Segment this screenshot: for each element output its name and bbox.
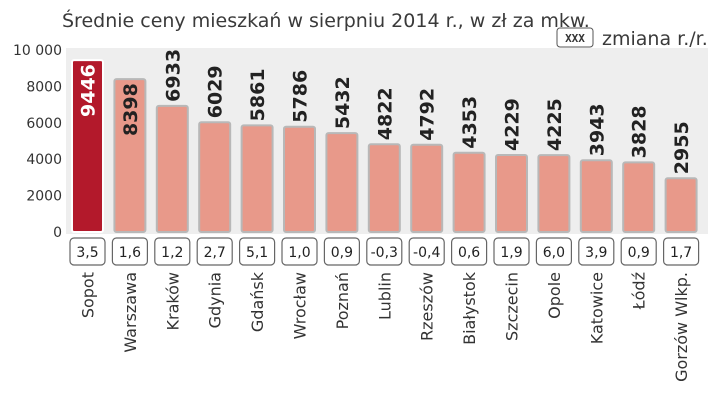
bar-value-label: 8398 — [120, 83, 142, 136]
y-tick-label: 8000 — [26, 79, 62, 95]
bar-value-label: 9446 — [78, 64, 100, 117]
bar-value-label: 2955 — [671, 121, 693, 174]
bar-value-label: 5861 — [247, 68, 269, 121]
bar — [240, 124, 274, 233]
change-value: 5,1 — [246, 245, 268, 261]
change-value: 1,9 — [500, 245, 522, 261]
chart-title: Średnie ceny mieszkań w sierpniu 2014 r.… — [62, 8, 590, 32]
change-box — [366, 237, 403, 266]
bar-value-label: 5432 — [332, 76, 354, 129]
y-tick-label: 10 000 — [13, 43, 62, 59]
category-label: Wrocław — [291, 272, 310, 339]
change-box — [281, 237, 318, 266]
change-value: 1,7 — [670, 245, 692, 261]
category-label: Szczecin — [503, 272, 522, 341]
bar — [537, 154, 571, 233]
change-value: -0,3 — [371, 245, 398, 261]
change-value: 2,7 — [204, 245, 226, 261]
bar — [113, 78, 147, 233]
change-value: 6,0 — [543, 245, 565, 261]
y-tick-label: 4000 — [26, 152, 62, 168]
category-label: Rzeszów — [418, 272, 437, 341]
change-box — [578, 237, 615, 266]
bar — [155, 104, 189, 233]
y-tick-label: 0 — [53, 225, 62, 241]
change-box — [451, 237, 488, 266]
legend: XXX zmiana r./r. — [556, 27, 708, 50]
change-value: 1,2 — [161, 245, 183, 261]
bar-value-label: 4792 — [417, 88, 439, 141]
bars: 9446 8398 6933 6029 5861 5786 5432 4822 4792 4353… — [71, 49, 698, 234]
legend-box-text: XXX — [565, 32, 585, 45]
change-value: 0,9 — [331, 245, 353, 261]
bar-value-label: 4225 — [544, 98, 566, 151]
legend-label: zmiana r./r. — [602, 28, 708, 50]
bar — [664, 177, 698, 233]
bar — [71, 59, 104, 234]
category-label: Opole — [545, 272, 564, 319]
change-box — [620, 237, 657, 266]
category-label: Lublin — [375, 272, 394, 320]
change-box — [154, 237, 191, 266]
bar-value-label: 4353 — [459, 96, 481, 149]
change-box — [662, 237, 700, 266]
category-label: Białystok — [460, 271, 479, 345]
bar — [452, 151, 486, 234]
change-box — [239, 237, 276, 266]
category-label: Gorzów Wlkp. — [672, 272, 691, 382]
bar-value-label: 6029 — [205, 65, 227, 118]
change-box — [111, 237, 149, 266]
y-tick-label: 2000 — [26, 189, 62, 205]
category-label: Katowice — [587, 272, 606, 344]
change-box — [408, 237, 445, 266]
category-label: Gdynia — [206, 272, 225, 328]
category-label: Łódź — [630, 272, 649, 310]
change-value: 1,0 — [288, 245, 310, 261]
change-value: 3,9 — [585, 245, 607, 261]
bar — [325, 132, 359, 233]
bar — [410, 143, 444, 233]
bar-value-label: 6933 — [162, 49, 184, 102]
category-label: Kraków — [163, 272, 182, 330]
category-label: Gdańsk — [248, 271, 267, 332]
change-value: 1,6 — [119, 245, 141, 261]
bar — [495, 154, 528, 233]
y-axis: 0 2000 4000 6000 8000 10 000 — [13, 43, 62, 241]
bar — [579, 159, 613, 233]
change-value: 3,5 — [76, 245, 98, 261]
change-box — [535, 237, 573, 266]
change-box — [493, 237, 530, 266]
bar — [198, 121, 232, 233]
bar-value-label: 4822 — [374, 87, 396, 140]
change-box — [323, 237, 360, 266]
bar — [283, 125, 316, 233]
bar-value-label: 3943 — [586, 103, 608, 156]
bar-value-label: 3828 — [629, 105, 651, 158]
change-box — [196, 237, 233, 266]
y-tick-label: 6000 — [26, 116, 62, 132]
change-value: -0,4 — [413, 245, 440, 261]
bar-value-label: 5786 — [290, 70, 312, 123]
legend-box — [556, 27, 594, 48]
change-value: 0,9 — [628, 245, 650, 261]
bar — [622, 161, 656, 233]
bar-value-label: 4229 — [502, 98, 524, 151]
change-value: 0,6 — [458, 245, 480, 261]
category-label: Warszawa — [121, 272, 140, 353]
category-label: Poznań — [333, 272, 352, 329]
bar — [367, 143, 401, 233]
change-row: 3,5 1,6 1,2 2,7 5,1 1,0 0,9 -0,3 -0,4 0,6 1,9 6,0 3,… — [69, 237, 700, 266]
change-box — [69, 237, 106, 266]
category-labels: Sopot Warszawa Kraków Gdynia Gdańsk Wrocław Po… — [79, 271, 692, 382]
category-label: Sopot — [79, 272, 98, 318]
